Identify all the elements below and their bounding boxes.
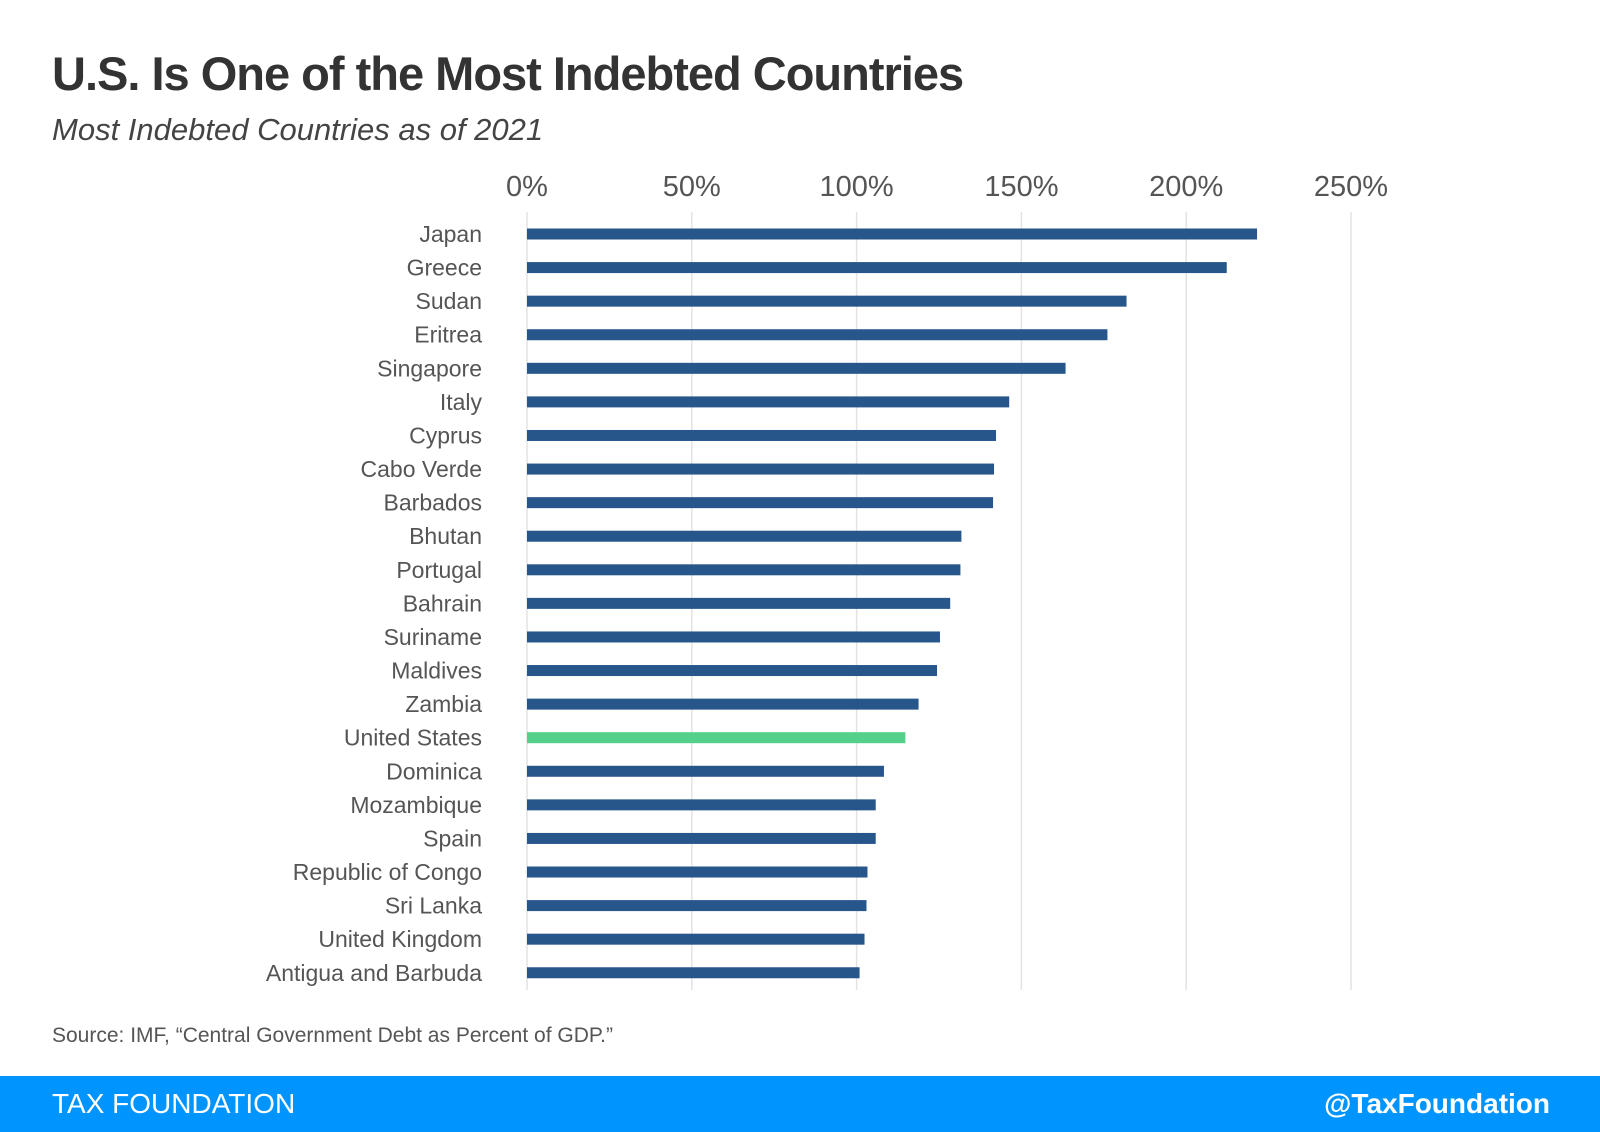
- bar: [527, 933, 865, 945]
- chart-subtitle: Most Indebted Countries as of 2021: [52, 112, 544, 147]
- bar: [527, 967, 860, 979]
- bar: [527, 799, 876, 811]
- bar: [527, 832, 876, 844]
- bar: [527, 765, 884, 777]
- category-label: Spain: [423, 825, 482, 851]
- category-label: Cabo Verde: [361, 456, 482, 482]
- category-label: Bahrain: [403, 590, 482, 616]
- category-label: Suriname: [384, 624, 482, 650]
- category-label: Eritrea: [414, 322, 482, 348]
- tick-label: 150%: [984, 171, 1058, 203]
- source-note: Source: IMF, “Central Government Debt as…: [52, 1024, 614, 1047]
- footer-bar: TAX FOUNDATION @TaxFoundation: [0, 1076, 1600, 1132]
- category-label: Cyprus: [409, 422, 482, 448]
- bar: [527, 463, 995, 475]
- bar: [527, 698, 919, 710]
- bar: [527, 262, 1227, 274]
- category-label: Greece: [407, 255, 482, 281]
- bar: [527, 564, 961, 576]
- category-label: Zambia: [405, 691, 482, 717]
- footer-brand: TAX FOUNDATION: [52, 1088, 296, 1119]
- bar: [527, 866, 868, 878]
- category-label: Sri Lanka: [385, 893, 482, 919]
- category-label: Bhutan: [409, 523, 482, 549]
- category-label: United States: [344, 725, 482, 751]
- footer-handle: @TaxFoundation: [1324, 1088, 1550, 1119]
- bar: [527, 228, 1258, 240]
- bar: [527, 530, 962, 542]
- bar-chart: 0% 50% 100% 150% 200% 250% Japan Greece Sudan Eri…: [266, 171, 1388, 990]
- tick-label: 50%: [663, 171, 721, 203]
- category-label: Republic of Congo: [293, 859, 482, 885]
- category-label: Antigua and Barbuda: [266, 960, 482, 986]
- tick-label: 200%: [1149, 171, 1223, 203]
- tick-label: 100%: [820, 171, 894, 203]
- bar: [527, 597, 951, 609]
- category-label: Mozambique: [350, 792, 482, 818]
- bar: [527, 665, 938, 677]
- bar: [527, 900, 867, 912]
- category-label: Sudan: [415, 288, 482, 314]
- category-label: Italy: [440, 389, 483, 415]
- category-label: Singapore: [377, 355, 482, 381]
- tick-label: 0%: [506, 171, 548, 203]
- bar: [527, 429, 997, 441]
- category-label: Maldives: [391, 658, 482, 684]
- tick-label: 250%: [1314, 171, 1388, 203]
- category-label: Portugal: [396, 557, 482, 583]
- bar: [527, 295, 1127, 307]
- bar: [527, 631, 940, 643]
- category-label: Barbados: [384, 490, 482, 516]
- category-label: United Kingdom: [318, 926, 482, 952]
- bar: [527, 362, 1066, 374]
- bar: [527, 329, 1108, 341]
- chart-title: U.S. Is One of the Most Indebted Countri…: [52, 47, 964, 100]
- bar: [527, 497, 994, 509]
- category-label: Japan: [419, 221, 482, 247]
- category-label: Dominica: [386, 758, 482, 784]
- bar: [527, 732, 906, 744]
- bar: [527, 396, 1010, 408]
